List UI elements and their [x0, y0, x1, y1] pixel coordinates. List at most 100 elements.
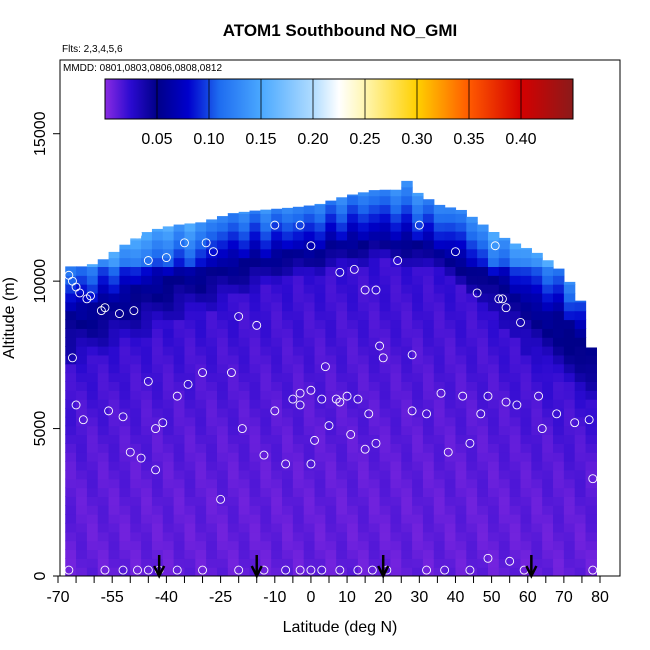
- heatmap-cell: [336, 452, 348, 462]
- observation-point: [136, 453, 146, 463]
- heatmap-cell: [260, 257, 272, 267]
- observation-point: [71, 400, 81, 410]
- heatmap-cell: [184, 567, 196, 576]
- heatmap-cell: [119, 266, 131, 276]
- heatmap-cell: [531, 452, 543, 462]
- heatmap-cell: [271, 213, 283, 223]
- heatmap-cell: [412, 522, 424, 533]
- heatmap-cell: [487, 487, 500, 497]
- heatmap-cell: [249, 434, 261, 444]
- heatmap-cell: [357, 231, 370, 241]
- heatmap-cell: [119, 461, 131, 471]
- heatmap-cell: [466, 452, 478, 462]
- heatmap-cell: [401, 443, 413, 453]
- heatmap-cell: [433, 425, 446, 436]
- heatmap-cell: [65, 399, 77, 409]
- heatmap-cell: [357, 434, 370, 444]
- heatmap-cell: [260, 549, 272, 559]
- heatmap-cell: [466, 540, 478, 551]
- heatmap-cell: [401, 549, 413, 559]
- heatmap-cell: [271, 292, 283, 303]
- heatmap-cell: [542, 487, 554, 497]
- heatmap-cell: [76, 328, 88, 338]
- heatmap-cell: [108, 319, 121, 329]
- heatmap-cell: [216, 292, 229, 303]
- heatmap-cell: [206, 399, 218, 409]
- observation-point: [465, 565, 475, 575]
- heatmap-cell: [498, 354, 511, 365]
- heatmap-cell: [325, 567, 337, 576]
- heatmap-cell: [292, 549, 305, 559]
- heatmap-cell: [498, 540, 511, 551]
- heatmap-cell: [119, 540, 131, 551]
- heatmap-cell: [314, 328, 326, 338]
- heatmap-cell: [574, 478, 587, 489]
- heatmap-cell: [86, 407, 99, 418]
- heatmap-cell: [260, 292, 272, 303]
- heatmap-cell: [249, 425, 261, 436]
- observation-point: [440, 565, 450, 575]
- heatmap-cell: [216, 478, 229, 489]
- heatmap-cell: [357, 390, 370, 400]
- heatmap-cell: [227, 275, 240, 285]
- heatmap-cell: [108, 549, 121, 559]
- heatmap-cell: [260, 531, 272, 542]
- observation-point: [443, 447, 453, 457]
- heatmap-cell: [553, 372, 565, 382]
- heatmap-cell: [487, 346, 500, 356]
- heatmap-cell: [65, 292, 77, 303]
- heatmap-cell: [466, 346, 478, 356]
- heatmap-cell: [206, 390, 218, 400]
- heatmap-cell: [282, 558, 294, 568]
- heatmap-cell: [195, 407, 207, 418]
- heatmap-cell: [119, 346, 131, 356]
- heatmap-cell: [357, 204, 370, 214]
- heatmap-cell: [216, 540, 229, 551]
- heatmap-cell: [130, 337, 142, 347]
- heatmap-cell: [227, 469, 240, 480]
- heatmap-cell: [206, 522, 218, 533]
- heatmap-cell: [553, 540, 565, 551]
- heatmap-cell: [141, 469, 153, 480]
- heatmap-cell: [390, 372, 402, 382]
- heatmap-cell: [487, 443, 500, 453]
- heatmap-cell: [97, 478, 110, 489]
- heatmap-cell: [466, 399, 478, 409]
- heatmap-cell: [162, 496, 175, 506]
- heatmap-cell: [509, 558, 522, 568]
- heatmap-cell: [97, 469, 110, 480]
- heatmap-cell: [401, 266, 413, 276]
- heatmap-cell: [108, 251, 121, 259]
- heatmap-cell: [282, 567, 294, 576]
- heatmap-cell: [206, 452, 218, 462]
- heatmap-cell: [108, 514, 121, 524]
- heatmap-cell: [216, 514, 229, 524]
- heatmap-cell: [303, 531, 316, 542]
- heatmap-cell: [531, 487, 543, 497]
- heatmap-cell: [553, 469, 565, 480]
- heatmap-cell: [422, 505, 435, 515]
- heatmap-cell: [585, 567, 597, 576]
- heatmap-cell: [227, 222, 240, 232]
- heatmap-cell: [455, 522, 467, 533]
- heatmap-cell: [347, 346, 359, 356]
- heatmap-cell: [401, 337, 413, 347]
- heatmap-cell: [173, 531, 186, 542]
- heatmap-cell: [379, 189, 392, 197]
- heatmap-cell: [433, 540, 446, 551]
- heatmap-cell: [574, 469, 587, 480]
- heatmap-cell: [271, 222, 283, 232]
- heatmap-cell: [531, 416, 543, 427]
- heatmap-cell: [238, 337, 251, 347]
- heatmap-cell: [119, 407, 131, 418]
- heatmap-cell: [130, 443, 142, 453]
- heatmap-cell: [574, 567, 587, 576]
- heatmap-cell: [542, 319, 554, 329]
- heatmap-cell: [216, 425, 229, 436]
- heatmap-cell: [379, 337, 392, 347]
- heatmap-cell: [173, 443, 186, 453]
- heatmap-cell: [422, 292, 435, 303]
- heatmap-cell: [520, 372, 532, 382]
- heatmap-cell: [585, 425, 597, 436]
- heatmap-cell: [86, 275, 99, 285]
